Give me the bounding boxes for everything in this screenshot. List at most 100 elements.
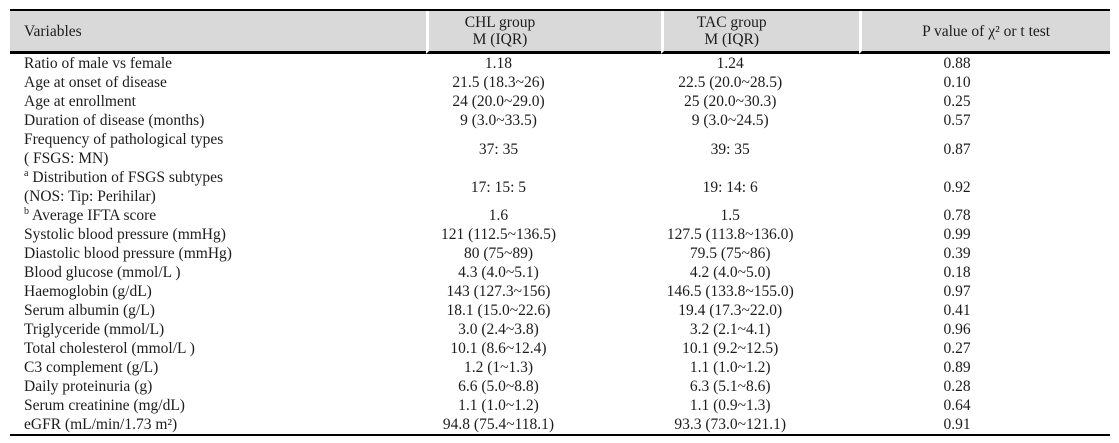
variable-cell: Serum albumin (g/L) [24, 302, 155, 319]
chl-value-cell: 1.2 (1~1.3) [463, 359, 534, 376]
variable-cell: eGFR (mL/min/1.73 m²) [10, 415, 426, 436]
tac-value-cell: 93.3 (73.0~121.1) [661, 415, 860, 436]
table-row: Blood glucose (mmol/L ) 4.3 (4.0~5.1) 4.2 … [10, 263, 1110, 282]
tac-value-cell: 39: 35 [710, 140, 750, 158]
variable-cell: Total cholesterol (mmol/L ) [24, 340, 195, 357]
table-row: Frequency of pathological types ( FSGS: … [10, 130, 1110, 168]
chl-value-cell: 1.18 [484, 55, 513, 72]
p-value-cell: 0.78 [943, 207, 971, 224]
tac-value-cell: 9 (3.0~24.5) [691, 112, 769, 129]
p-value-cell: 0.88 [943, 55, 971, 72]
chl-value-cell: 9 (3.0~33.5) [460, 112, 537, 129]
variable-cell: Blood glucose (mmol/L ) [24, 264, 181, 281]
chl-value-cell: 94.8 (75.4~118.1) [425, 415, 662, 436]
variable-cell: Serum creatinine (mg/dL) [24, 397, 185, 414]
table-row: Serum albumin (g/L) 18.1 (15.0~22.6) 19.4 … [10, 301, 1110, 320]
table-row: Triglyceride (mmol/L) 3.0 (2.4~3.8) 3.2 (2… [10, 320, 1110, 339]
table-row: Serum creatinine (mg/dL) 1.1 (1.0~1.2) 1.1… [10, 396, 1110, 415]
footnote-marker: a [24, 167, 29, 179]
footnote-marker: b [24, 205, 29, 217]
table-row: Age at enrollment 24 (20.0~29.0) 25 (20.0~… [10, 92, 1110, 111]
variable-cell: a Distribution of FSGS subtypes (NOS: Ti… [24, 167, 224, 205]
tac-value-cell: 1.1 (0.9~1.3) [689, 397, 771, 414]
variable-cell: Ratio of male vs female [24, 55, 173, 72]
table-row: C3 complement (g/L) 1.2 (1~1.3) 1.1 (1.0~1… [10, 358, 1110, 377]
chl-value-cell: 1.6 [488, 207, 509, 224]
variable-cell: Frequency of pathological types ( FSGS: … [24, 131, 224, 167]
tac-value-cell: 22.5 (20.0~28.5) [678, 74, 783, 91]
chl-value-cell: 18.1 (15.0~22.6) [446, 302, 551, 319]
tac-value-cell: 4.2 (4.0~5.0) [689, 264, 771, 281]
p-value-cell: 0.25 [943, 93, 971, 110]
p-value-cell: 0.99 [943, 226, 971, 243]
p-value-cell: 0.89 [943, 359, 971, 376]
chl-value-cell: 21.5 (18.3~26) [452, 74, 545, 91]
p-value-cell: 0.28 [943, 378, 971, 395]
header-p-value: P value of χ² or t test [859, 11, 1110, 54]
tac-value-cell: 3.2 (2.1~4.1) [689, 321, 771, 338]
variable-cell: Age at onset of disease [24, 74, 167, 91]
variable-cell: Age at enrollment [24, 93, 136, 110]
variable-cell: b Average IFTA score [24, 205, 157, 224]
variable-cell: Triglyceride (mmol/L) [24, 321, 165, 338]
tac-value-cell: 19.4 (17.3~22.0) [678, 302, 783, 319]
table-row: Daily proteinuria (g) 6.6 (5.0~8.8) 6.3 (5… [10, 377, 1110, 396]
tac-value-cell: 1.1 (1.0~1.2) [689, 359, 771, 376]
p-value-cell: 0.87 [943, 140, 971, 158]
chl-value-cell: 143 (127.3~156) [446, 283, 551, 300]
variable-cell: Daily proteinuria (g) [24, 378, 153, 395]
table-row: eGFR (mL/min/1.73 m²) 94.8 (75.4~118.1) 93… [10, 415, 1110, 436]
tac-value-cell: 6.3 (5.1~8.6) [689, 378, 771, 395]
header-tac-group: TAC group M (IQR) [661, 11, 860, 54]
tac-value-cell: 25 (20.0~30.3) [684, 93, 777, 110]
table-row: b Average IFTA score 1.6 1.5 0.78 [10, 206, 1110, 225]
table-body: Ratio of male vs female 1.18 1.24 0.88 Age a… [10, 54, 1110, 436]
p-value-cell: 0.91 [859, 415, 1110, 436]
p-value-cell: 0.97 [943, 283, 971, 300]
chl-value-cell: 121 (112.5~136.5) [440, 226, 556, 243]
chl-value-cell: 17: 15: 5 [470, 178, 527, 196]
header-chl-group: CHL group M (IQR) [425, 11, 662, 54]
header-variables: Variables [10, 11, 426, 54]
p-value-cell: 0.57 [943, 112, 971, 129]
p-value-cell: 0.18 [943, 264, 971, 281]
chl-value-cell: 1.1 (1.0~1.2) [458, 397, 539, 414]
variable-cell: C3 complement (g/L) [24, 359, 159, 376]
table-row: Haemoglobin (g/dL) 143 (127.3~156) 146.5 (… [10, 282, 1110, 301]
variable-cell: Haemoglobin (g/dL) [24, 283, 152, 300]
tac-value-cell: 79.5 (75~86) [689, 245, 771, 262]
chl-value-cell: 24 (20.0~29.0) [452, 93, 545, 110]
tac-value-cell: 127.5 (113.8~136.0) [666, 226, 794, 243]
p-value-cell: 0.10 [943, 74, 971, 91]
tac-value-cell: 1.5 [720, 207, 740, 224]
p-value-cell: 0.64 [943, 397, 971, 414]
variable-cell: Diastolic blood pressure (mmHg) [24, 245, 232, 262]
p-value-cell: 0.96 [943, 321, 971, 338]
tac-value-cell: 19: 14: 6 [702, 178, 758, 196]
tac-value-cell: 146.5 (133.8~155.0) [666, 283, 794, 300]
table-row: Total cholesterol (mmol/L ) 10.1 (8.6~12.… [10, 339, 1110, 358]
chl-value-cell: 6.6 (5.0~8.8) [458, 378, 539, 395]
p-value-cell: 0.39 [943, 245, 971, 262]
chl-value-cell: 3.0 (2.4~3.8) [458, 321, 539, 338]
variable-cell: Systolic blood pressure (mmHg) [24, 226, 226, 243]
tac-value-cell: 1.24 [716, 55, 744, 72]
table-row: Age at onset of disease 21.5 (18.3~26) 22.… [10, 73, 1110, 92]
table-header: Variables CHL group M (IQR) TAC group M … [10, 11, 1110, 54]
table-row: Duration of disease (months) 9 (3.0~33.5)… [10, 111, 1110, 130]
chl-value-cell: 4.3 (4.0~5.1) [458, 264, 539, 281]
chl-value-cell: 10.1 (8.6~12.4) [450, 340, 547, 357]
table-row: Diastolic blood pressure (mmHg) 80 (75~89… [10, 244, 1110, 263]
baseline-characteristics-table: Variables CHL group M (IQR) TAC group M … [10, 9, 1110, 436]
p-value-cell: 0.92 [943, 178, 971, 196]
p-value-cell: 0.27 [943, 340, 971, 357]
tac-value-cell: 10.1 (9.2~12.5) [682, 340, 779, 357]
p-value-cell: 0.41 [943, 302, 971, 319]
table-header-row: Variables CHL group M (IQR) TAC group M … [10, 11, 1110, 54]
table-row: a Distribution of FSGS subtypes (NOS: Ti… [10, 168, 1110, 206]
table-row: Systolic blood pressure (mmHg) 121 (112.5… [10, 225, 1110, 244]
chl-value-cell: 37: 35 [478, 140, 519, 158]
variable-cell: Duration of disease (months) [24, 112, 205, 129]
table-row: Ratio of male vs female 1.18 1.24 0.88 [10, 54, 1110, 73]
